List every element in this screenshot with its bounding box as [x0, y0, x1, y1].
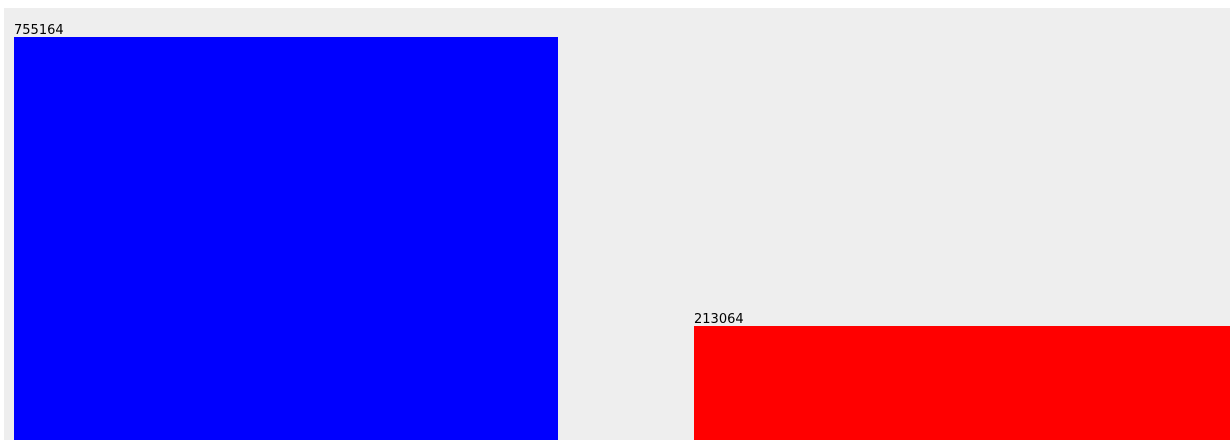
- bar-chart: 755164 213064: [14, 23, 1230, 440]
- bar-1: [14, 37, 558, 440]
- bar-1-value-label: 755164: [14, 23, 64, 38]
- bar-2-value-label: 213064: [694, 312, 744, 327]
- chart-plot-area: 755164 213064: [4, 8, 1230, 440]
- bar-2: [694, 326, 1230, 440]
